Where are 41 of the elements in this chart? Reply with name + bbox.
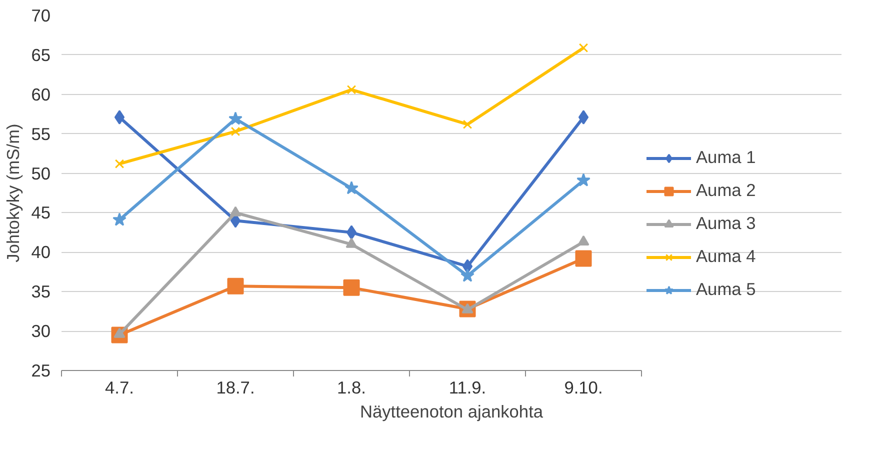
point [576, 173, 590, 186]
y-tick-label: 65 [31, 44, 51, 65]
y-tick-label: 55 [31, 124, 51, 144]
point [578, 110, 589, 125]
y-tick-label: 50 [31, 163, 51, 184]
y-tick-label: 45 [31, 202, 51, 223]
point [227, 278, 244, 294]
point [462, 120, 472, 130]
point [228, 112, 242, 125]
y-tick-label: 35 [31, 282, 51, 302]
legend-label: Auma 4 [696, 246, 756, 267]
y-axis-title: Johtokyky (mS/m) [3, 124, 24, 262]
point [230, 206, 242, 216]
legend-label: Auma 2 [696, 180, 756, 201]
point [460, 268, 474, 282]
point [575, 250, 592, 267]
point [346, 225, 357, 240]
legend-label: Auma 1 [696, 147, 756, 168]
point [343, 279, 360, 296]
x-tick-label: 18.7. [216, 378, 255, 398]
y-tick-label: 70 [31, 6, 51, 26]
point [578, 235, 590, 246]
x-tick-label: 1.8. [337, 378, 366, 398]
legend-label: Auma 3 [696, 213, 756, 234]
point [346, 85, 356, 94]
point [112, 212, 126, 226]
x-tick-label: 9.10. [564, 378, 603, 398]
point [578, 43, 588, 52]
y-tick-label: 60 [31, 84, 51, 104]
y-tick-label: 30 [31, 321, 51, 342]
point [346, 238, 358, 248]
x-axis-title: Näytteenoton ajankohta [360, 402, 544, 422]
point [114, 159, 124, 168]
x-tick-label: 4.7. [105, 378, 134, 398]
point [344, 181, 358, 194]
x-tick-label: 11.9. [448, 378, 486, 398]
y-tick-label: 40 [31, 242, 51, 262]
legend-label: Auma 5 [696, 279, 756, 300]
point [230, 126, 240, 136]
point [114, 110, 125, 125]
y-tick-label: 25 [31, 360, 51, 380]
